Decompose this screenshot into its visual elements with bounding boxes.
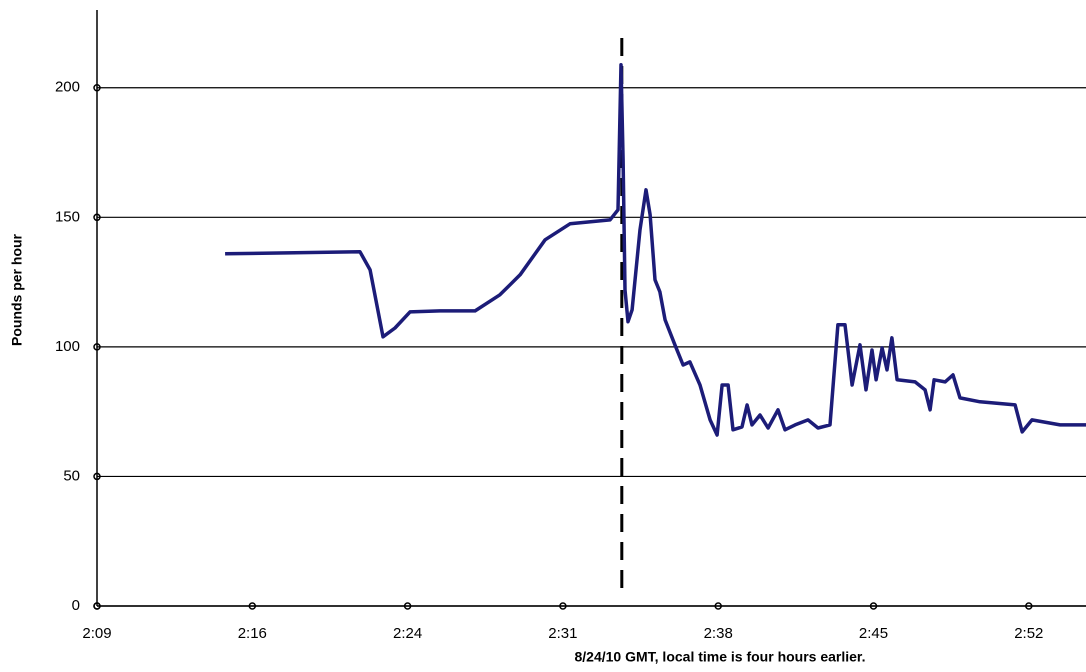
x-tick-label: 2:31 <box>548 625 577 642</box>
x-axis-label: 8/24/10 GMT, local time is four hours ea… <box>575 649 866 665</box>
y-tick-label: 150 <box>55 208 80 225</box>
y-tick-label: 0 <box>72 597 80 614</box>
x-tick-label: 2:09 <box>82 625 111 642</box>
x-tick-label: 2:16 <box>238 625 267 642</box>
y-tick-label: 50 <box>63 467 80 484</box>
x-tick-label: 2:52 <box>1014 625 1043 642</box>
y-axis-label: Pounds per hour <box>9 233 25 346</box>
x-tick-label: 2:45 <box>859 625 888 642</box>
y-tick-label: 200 <box>55 79 80 96</box>
x-tick-label: 2:38 <box>704 625 733 642</box>
x-tick-label: 2:24 <box>393 625 422 642</box>
y-tick-label: 100 <box>55 338 80 355</box>
data-line <box>225 62 1086 437</box>
